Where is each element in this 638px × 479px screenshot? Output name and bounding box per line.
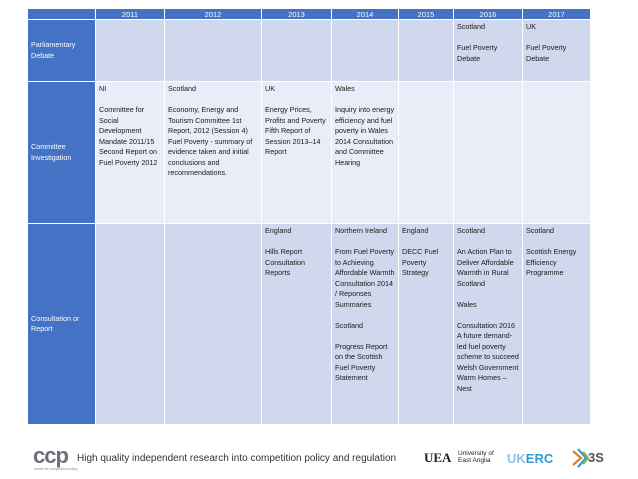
cell-text: DECC Fuel Poverty Strategy bbox=[402, 247, 439, 277]
cell-spacer bbox=[526, 237, 587, 248]
policy-timeline-table: 2011 2012 2013 2014 2015 2016 2017 Parli… bbox=[27, 8, 591, 425]
uea-line-1: University of bbox=[458, 450, 494, 457]
ccp-logo: ccp bbox=[33, 443, 69, 468]
cell-spacer bbox=[265, 95, 328, 106]
ukerc-erc: ERC bbox=[525, 451, 554, 466]
cell-text: Fuel Poverty Debate bbox=[457, 43, 498, 63]
row-category-label: Committee Investigation bbox=[27, 81, 96, 224]
cell-text: Fuel Poverty Debate bbox=[526, 43, 567, 63]
table-cell: Scotland Economy, Energy and Tourism Comm… bbox=[164, 81, 262, 224]
uea-logo-mark: UEA bbox=[424, 450, 452, 465]
footer-tagline: High quality independent research into c… bbox=[77, 453, 397, 464]
table-cell: UK Fuel Poverty Debate bbox=[522, 19, 591, 82]
cell-text: England bbox=[402, 226, 429, 235]
cell-text: From Fuel Poverty to Achieving Affordabl… bbox=[335, 247, 395, 309]
table-cell bbox=[331, 19, 399, 82]
table-cell: Scotland An Action Plan to Deliver Afford… bbox=[453, 223, 523, 425]
year-header-row: 2011 2012 2013 2014 2015 2016 2017 bbox=[27, 8, 591, 20]
threes-logo-text: 3S bbox=[588, 450, 604, 465]
cell-text: Scotland bbox=[457, 226, 485, 235]
table-cell bbox=[261, 19, 332, 82]
row-category-label: Consultation or Report bbox=[27, 223, 96, 425]
ukerc-uk: UK bbox=[507, 451, 526, 466]
cell-text: England bbox=[265, 226, 292, 235]
table-cell bbox=[398, 81, 454, 224]
table-cell bbox=[164, 19, 262, 82]
table-cell: Northern Ireland From Fuel Poverty to Ach… bbox=[331, 223, 399, 425]
cell-text: Hills Report Consultation Reports bbox=[265, 247, 305, 277]
cell-text: Inquiry into energy efficiency and fuel … bbox=[335, 105, 395, 167]
cell-text: Progress Report on the Scottish Fuel Pov… bbox=[335, 341, 388, 383]
year-header: 2012 bbox=[164, 8, 262, 20]
table-row: Parliamentary Debate Scotland Fuel Poverty… bbox=[27, 19, 591, 82]
cell-text: UK bbox=[265, 84, 275, 93]
cell-spacer bbox=[168, 95, 258, 106]
cell-text: An Action Plan to Deliver Affordable War… bbox=[457, 247, 514, 288]
table-row: Committee Investigation NI Committee for S… bbox=[27, 81, 591, 224]
year-header: 2017 bbox=[522, 8, 591, 20]
cell-text: Scottish Energy Efficiency Programme bbox=[526, 247, 577, 277]
table-cell: Wales Inquiry into energy efficiency and … bbox=[331, 81, 399, 224]
cell-text: Committee for Social Development Mandate… bbox=[99, 105, 158, 167]
cell-text: Wales bbox=[457, 299, 477, 309]
cell-text: Economy, Energy and Tourism Committee 1s… bbox=[168, 105, 253, 177]
year-header: 2015 bbox=[398, 8, 454, 20]
table-cell: England Hills Report Consultation Reports bbox=[261, 223, 332, 425]
row-category-label: Parliamentary Debate bbox=[27, 19, 96, 82]
cell-spacer bbox=[526, 33, 587, 44]
cell-spacer bbox=[335, 331, 395, 342]
year-header: 2016 bbox=[453, 8, 523, 20]
uea-line-2: East Anglia bbox=[458, 457, 491, 464]
table-cell bbox=[522, 81, 591, 224]
cell-spacer bbox=[457, 310, 519, 321]
table-cell: NI Committee for Social Development Manda… bbox=[95, 81, 165, 224]
year-header: 2014 bbox=[331, 8, 399, 20]
cell-text: Scotland bbox=[457, 22, 485, 31]
cell-text: Scotland bbox=[526, 226, 554, 235]
cell-spacer bbox=[402, 237, 450, 248]
header-corner bbox=[27, 8, 96, 20]
cell-spacer bbox=[99, 95, 161, 106]
table-row: Consultation or Report England Hills Repor… bbox=[27, 223, 591, 425]
footer: ccp centre for competition policy High q… bbox=[0, 437, 638, 479]
cell-text: Consultation 2016 A future demand-led fu… bbox=[457, 320, 519, 393]
cell-text: Wales bbox=[335, 84, 355, 93]
table-cell bbox=[164, 223, 262, 425]
table-cell bbox=[95, 19, 165, 82]
cell-text: Scotland bbox=[168, 84, 196, 93]
cell-spacer bbox=[457, 33, 519, 44]
ccp-logo-subtitle: centre for competition policy bbox=[34, 467, 78, 471]
cell-spacer bbox=[335, 237, 395, 248]
table-cell bbox=[95, 223, 165, 425]
table-cell: Scotland Fuel Poverty Debate bbox=[453, 19, 523, 82]
table-cell: UK Energy Prices, Profits and Poverty Fif… bbox=[261, 81, 332, 224]
year-header: 2013 bbox=[261, 8, 332, 20]
cell-text: UK bbox=[526, 22, 536, 31]
cell-spacer bbox=[457, 289, 519, 300]
cell-spacer bbox=[335, 95, 395, 106]
cell-spacer bbox=[335, 310, 395, 321]
cell-spacer bbox=[265, 237, 328, 248]
table-cell: Scotland Scottish Energy Efficiency Progr… bbox=[522, 223, 591, 425]
cell-text: Scotland bbox=[335, 320, 363, 330]
table-cell bbox=[398, 19, 454, 82]
cell-spacer bbox=[457, 237, 519, 248]
table-cell: England DECC Fuel Poverty Strategy bbox=[398, 223, 454, 425]
cell-text: Energy Prices, Profits and Poverty Fifth… bbox=[265, 105, 326, 156]
uea-logo-text: University of East Anglia bbox=[458, 450, 494, 464]
cell-text: NI bbox=[99, 84, 107, 93]
ukerc-logo: UKERC bbox=[507, 451, 553, 466]
threes-logo-icon bbox=[572, 448, 590, 468]
year-header: 2011 bbox=[95, 8, 165, 20]
table-cell bbox=[453, 81, 523, 224]
cell-text: Northern Ireland bbox=[335, 226, 387, 235]
